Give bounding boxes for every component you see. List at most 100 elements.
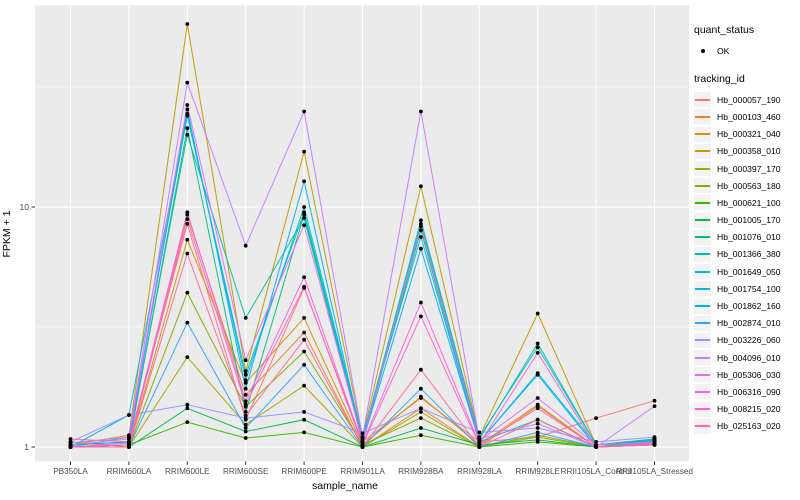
legend-item: Hb_005306_030 — [694, 366, 800, 383]
legend-item-label: Hb_000057_190 — [717, 94, 781, 105]
x-tick-label: RRIM928BA — [398, 467, 444, 476]
data-point — [243, 413, 248, 418]
data-point — [419, 235, 423, 239]
data-point — [535, 396, 540, 400]
data-point — [419, 228, 423, 233]
data-point — [535, 341, 540, 346]
x-tick-label: PB350LA — [53, 467, 88, 476]
data-point — [185, 355, 190, 359]
legend-item-label: Hb_000321_040 — [717, 129, 781, 140]
legend-item-ok: OK — [694, 42, 800, 59]
data-point — [302, 109, 306, 114]
legend-title-tracking-id: tracking_id — [694, 73, 745, 86]
legend-item-label: Hb_000103_460 — [717, 111, 781, 122]
data-point — [243, 436, 248, 440]
y-tick-label: 1 — [24, 442, 29, 452]
legend-item-label: Hb_004096_010 — [717, 352, 781, 363]
data-point — [185, 251, 190, 256]
legend-item-label: Hb_001649_050 — [717, 266, 781, 277]
x-tick-label: RRIM928LA — [457, 467, 502, 476]
legend-item-label: Hb_006316_090 — [717, 386, 781, 397]
data-point — [302, 349, 306, 354]
y-axis-title: FPKM + 1 — [1, 210, 13, 258]
data-point — [126, 445, 131, 449]
x-axis-title: sample_name — [312, 480, 378, 492]
data-point — [185, 111, 190, 116]
legend-item: Hb_001366_380 — [694, 246, 800, 263]
x-tick-label: RRIM600LE — [165, 467, 210, 476]
data-point — [185, 320, 190, 325]
data-point — [302, 149, 306, 154]
legend-item: Hb_001754_100 — [694, 280, 800, 297]
data-point — [185, 237, 190, 242]
legend-item-label: Hb_001366_380 — [717, 249, 781, 260]
data-point — [419, 426, 423, 430]
data-point — [302, 205, 306, 209]
data-point — [243, 386, 248, 391]
data-point — [360, 431, 365, 436]
data-point — [243, 369, 248, 374]
legend-item: Hb_001862_160 — [694, 297, 800, 314]
legend-key-line-icon — [694, 281, 711, 297]
data-point — [594, 440, 598, 444]
data-point — [243, 410, 248, 414]
data-point — [535, 402, 540, 407]
legend-item: Hb_000358_010 — [694, 143, 800, 160]
data-point — [302, 330, 306, 335]
legend-item: Hb_000397_170 — [694, 160, 800, 177]
data-point — [185, 103, 190, 107]
data-point — [419, 184, 423, 189]
legend-item: Hb_000563_180 — [694, 177, 800, 194]
data-point — [535, 406, 540, 411]
data-point — [419, 218, 423, 223]
data-point — [185, 126, 190, 131]
data-point — [302, 316, 306, 320]
data-point — [419, 394, 423, 399]
data-point — [243, 429, 248, 434]
legend-key-line-icon — [694, 298, 711, 314]
data-point — [185, 420, 190, 424]
legend-key-line-icon — [694, 418, 711, 434]
legend-item-label: Hb_000621_100 — [717, 197, 781, 208]
data-point — [302, 275, 306, 280]
legend-key-line-icon — [694, 401, 711, 417]
x-tick-label: RRIM928LE — [515, 467, 560, 476]
data-point — [185, 132, 190, 137]
data-point — [419, 406, 423, 411]
legend-item: Hb_008215_020 — [694, 401, 800, 418]
legend-key-line-icon — [694, 161, 711, 177]
legend-key-line-icon — [694, 367, 711, 383]
data-point — [535, 421, 540, 426]
data-point — [243, 402, 248, 407]
data-point — [302, 179, 306, 184]
data-point — [419, 224, 423, 229]
legend-key-line-icon — [694, 212, 711, 228]
legend: quant_status OK tracking_id Hb_000057_19… — [694, 24, 800, 435]
data-point — [419, 410, 423, 414]
legend-item-label: OK — [717, 45, 730, 56]
legend-item-label: Hb_008215_020 — [717, 404, 781, 415]
x-tick-label: RRIM600LA — [107, 467, 152, 476]
legend-item-label: Hb_002874_010 — [717, 318, 781, 329]
legend-key-line-icon — [694, 264, 711, 280]
legend-item-label: Hb_001754_100 — [717, 283, 781, 294]
data-point — [185, 80, 190, 85]
legend-item: Hb_003226_060 — [694, 332, 800, 349]
data-point — [652, 435, 657, 439]
legend-item-label: Hb_001862_160 — [717, 301, 781, 312]
legend-item-label: Hb_000563_180 — [717, 180, 781, 191]
data-point — [535, 371, 540, 376]
legend-items: Hb_000057_190 Hb_000103_460 Hb_000321_04… — [694, 91, 800, 435]
legend-key-line-icon — [694, 109, 711, 125]
data-point — [243, 392, 248, 397]
legend-item: Hb_000621_100 — [694, 194, 800, 211]
legend-key-line-icon — [694, 126, 711, 142]
data-point — [185, 210, 190, 215]
legend-key-line-icon — [694, 92, 711, 108]
legend-item: Hb_000103_460 — [694, 108, 800, 125]
data-point — [243, 372, 248, 377]
data-point — [243, 316, 248, 320]
x-tick-labels: PB350LA RRIM600LA RRIM600LE RRIM600SE RRIM60… — [53, 467, 693, 476]
legend-key-line-icon — [694, 229, 711, 245]
